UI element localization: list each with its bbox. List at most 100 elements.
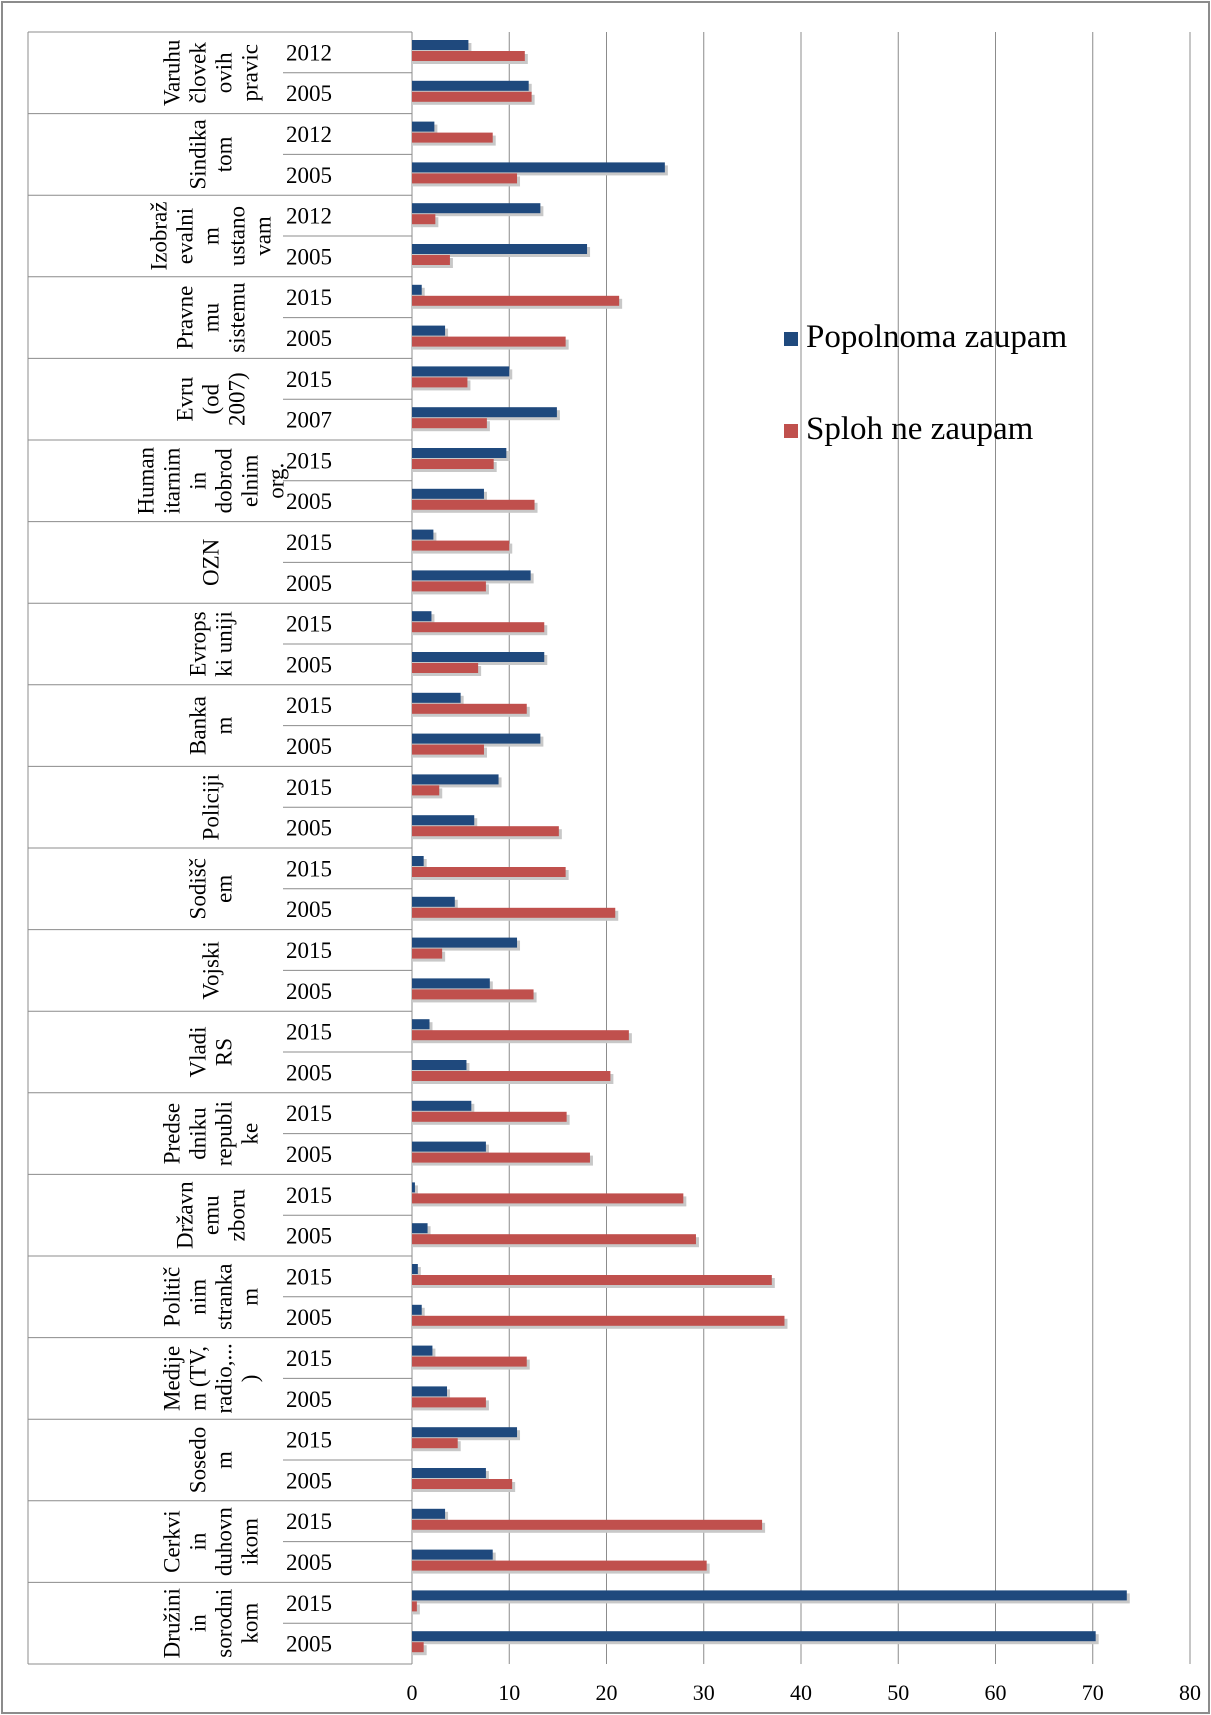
bar-sploh-ne-zaupam xyxy=(412,91,532,102)
bar-popolnoma-zaupam xyxy=(412,1060,467,1070)
bar-popolnoma-zaupam xyxy=(412,774,499,785)
category-table: Varuhučlovekovihpravic 2012 2005 Sindikatom… xyxy=(27,31,412,1665)
bar-popolnoma-zaupam xyxy=(412,203,541,214)
year-label: 2005 xyxy=(286,489,332,514)
x-tick-label: 0 xyxy=(407,1680,418,1705)
year-label: 2012 xyxy=(286,204,332,229)
x-tick-label: 10 xyxy=(498,1680,520,1705)
bar-popolnoma-zaupam xyxy=(412,1264,418,1274)
bar-popolnoma-zaupam xyxy=(412,856,424,866)
year-label: 2015 xyxy=(286,1264,332,1289)
bar-sploh-ne-zaupam xyxy=(412,1071,611,1081)
x-tick-label: 30 xyxy=(693,1680,715,1705)
year-label: 2015 xyxy=(286,1509,332,1534)
bar-popolnoma-zaupam xyxy=(412,978,490,989)
bar-popolnoma-zaupam xyxy=(412,1345,433,1356)
legend-swatch xyxy=(784,332,798,346)
x-tick-label: 80 xyxy=(1179,1680,1201,1705)
bar-popolnoma-zaupam xyxy=(412,1508,446,1519)
year-label: 2005 xyxy=(286,571,332,596)
bar-sploh-ne-zaupam xyxy=(412,744,484,755)
bar-popolnoma-zaupam xyxy=(412,1631,1096,1642)
bar-popolnoma-zaupam xyxy=(412,652,545,662)
bar-sploh-ne-zaupam xyxy=(412,499,535,510)
year-label: 2005 xyxy=(286,81,332,106)
bar-popolnoma-zaupam xyxy=(412,488,484,499)
category-label: Varuhučlovekovihpravic xyxy=(160,39,263,106)
year-label: 2005 xyxy=(286,734,332,759)
bar-sploh-ne-zaupam xyxy=(412,1642,424,1653)
year-label: 2005 xyxy=(286,1224,332,1249)
year-label: 2005 xyxy=(286,897,332,922)
bar-popolnoma-zaupam xyxy=(412,80,529,91)
bar-sploh-ne-zaupam xyxy=(412,255,450,265)
year-label: 2005 xyxy=(286,1060,332,1085)
year-label: 2005 xyxy=(286,652,332,677)
bar-popolnoma-zaupam xyxy=(412,1019,430,1030)
x-axis-ticks: 0 10 20 30 40 50 60 70 80 xyxy=(407,1680,1202,1705)
year-label: 2005 xyxy=(286,244,332,269)
bar-popolnoma-zaupam xyxy=(412,896,455,907)
year-label: 2005 xyxy=(286,1142,332,1167)
bar-popolnoma-zaupam xyxy=(412,1304,422,1315)
year-label: 2005 xyxy=(286,1387,332,1412)
bar-popolnoma-zaupam xyxy=(412,733,541,744)
bar-popolnoma-zaupam xyxy=(412,1141,486,1152)
year-label: 2015 xyxy=(286,1183,332,1208)
year-label: 2015 xyxy=(286,612,332,637)
category-label: Pravnemusistemu xyxy=(173,282,250,353)
category-label: Izobraževalnimustanovam xyxy=(147,202,276,271)
bar-sploh-ne-zaupam xyxy=(412,907,616,918)
bar-sploh-ne-zaupam xyxy=(412,1152,590,1163)
category-label: OZN xyxy=(199,538,224,586)
year-label: 2005 xyxy=(286,1468,332,1493)
year-label: 2005 xyxy=(286,1550,332,1575)
bar-sploh-ne-zaupam xyxy=(412,418,487,429)
bar-sploh-ne-zaupam xyxy=(412,1438,458,1449)
year-label: 2005 xyxy=(286,816,332,841)
bar-sploh-ne-zaupam xyxy=(412,173,518,184)
bar-popolnoma-zaupam xyxy=(412,366,510,377)
year-label: 2015 xyxy=(286,856,332,881)
year-label: 2015 xyxy=(286,1346,332,1371)
year-label: 2005 xyxy=(286,1305,332,1330)
bar-sploh-ne-zaupam xyxy=(412,826,559,837)
bar-sploh-ne-zaupam xyxy=(412,1111,567,1122)
bar-popolnoma-zaupam xyxy=(412,570,531,581)
bar-popolnoma-zaupam xyxy=(412,692,461,703)
bar-sploh-ne-zaupam xyxy=(412,703,527,714)
bar-popolnoma-zaupam xyxy=(412,1468,486,1478)
year-label: 2015 xyxy=(286,285,332,310)
bar-sploh-ne-zaupam xyxy=(412,989,534,1000)
bar-sploh-ne-zaupam xyxy=(412,1397,486,1408)
year-label: 2015 xyxy=(286,367,332,392)
year-label: 2015 xyxy=(286,448,332,473)
legend-label: Popolnoma zaupam xyxy=(806,319,1068,355)
bar-sploh-ne-zaupam xyxy=(412,785,440,796)
bar-popolnoma-zaupam xyxy=(412,448,507,458)
bar-sploh-ne-zaupam xyxy=(412,581,486,592)
bar-sploh-ne-zaupam xyxy=(412,948,443,959)
category-label: Predsednikurepublike xyxy=(160,1101,263,1166)
category-label: Vojski xyxy=(199,941,224,999)
bar-sploh-ne-zaupam xyxy=(412,867,566,877)
category-label: Evru(od2007) xyxy=(173,372,250,426)
bars xyxy=(412,40,1130,1656)
category-label: Evropski uniji xyxy=(186,611,237,677)
year-label: 2005 xyxy=(286,979,332,1004)
legend-swatch xyxy=(784,424,798,438)
year-label: 2015 xyxy=(286,1428,332,1453)
year-label: 2007 xyxy=(286,408,332,433)
bar-sploh-ne-zaupam xyxy=(412,1030,629,1041)
bar-sploh-ne-zaupam xyxy=(412,1315,785,1326)
year-label: 2015 xyxy=(286,1020,332,1045)
year-label: 2012 xyxy=(286,40,332,65)
category-label: Medijem (TV,radio,...) xyxy=(160,1343,263,1413)
category-label: Sosedom xyxy=(186,1427,237,1493)
bar-popolnoma-zaupam xyxy=(412,1100,472,1111)
category-label: Cerkviinduhovnikom xyxy=(160,1507,263,1577)
bar-sploh-ne-zaupam xyxy=(412,1601,417,1612)
bar-sploh-ne-zaupam xyxy=(412,336,566,347)
bar-shadow xyxy=(412,1185,418,1196)
